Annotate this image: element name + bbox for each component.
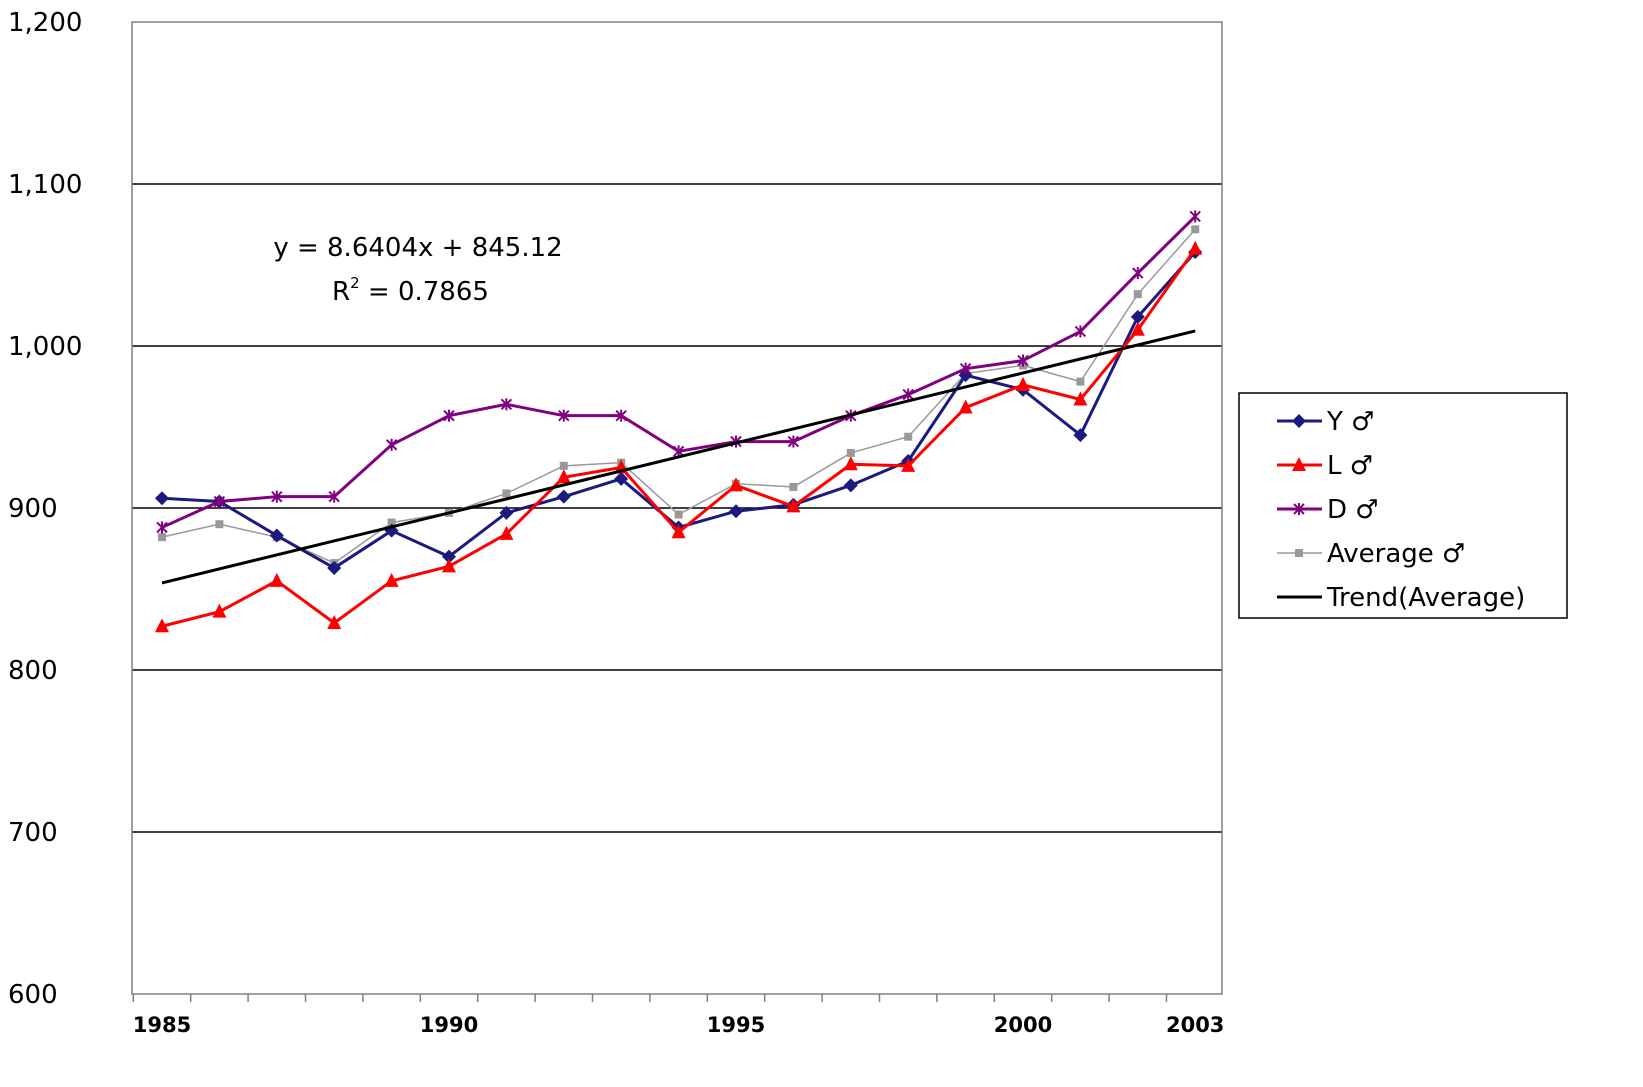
legend-marker [1295,549,1303,557]
data-point [442,549,456,564]
data-point [787,435,800,448]
data-point [1073,391,1088,406]
data-point [729,504,743,519]
data-point [843,478,858,493]
legend-marker [1292,457,1306,471]
legend-item: L ♂ [1277,451,1373,481]
y-tick-label: 1,100 [8,170,82,200]
series-3 [158,225,1200,568]
y-tick-label: 900 [8,494,58,524]
trend-line [161,329,1196,585]
gridlines [132,183,1222,833]
data-point [215,520,224,529]
legend-label: L ♂ [1327,451,1373,481]
data-point [156,521,168,534]
legend-item: Y ♂ [1277,407,1374,437]
legend-item: Trend(Average) [1277,583,1525,613]
data-point [902,388,914,401]
data-point [328,490,340,503]
data-point [559,461,568,470]
data-point [443,409,455,422]
data-point [269,572,284,587]
y-tick-label: 1,000 [8,332,82,362]
data-point [846,448,855,457]
x-tick-label: 2000 [994,1013,1052,1037]
data-point [158,533,166,542]
data-point [674,510,683,519]
y-tick-label: 800 [8,656,58,686]
data-point [558,409,570,422]
x-tick-label: 1990 [420,1013,478,1037]
y-tick-label: 600 [8,980,58,1010]
data-point [212,603,227,618]
x-axis: 1985 1990 1995 2000 2003 [132,994,1224,1037]
data-point [1133,290,1142,299]
data-point [959,362,972,375]
data-point [615,409,627,422]
data-point [499,525,514,540]
data-point [958,399,973,414]
y-axis: 600 700 800 900 1,000 1,100 1,200 [8,8,82,1010]
data-point [500,398,513,411]
series-line [161,215,1197,529]
data-point [271,490,283,503]
data-point [385,438,398,451]
x-tick-label: 1985 [133,1013,191,1037]
legend-label: Trend(Average) [1326,583,1525,613]
x-tick-label: 2003 [1166,1013,1224,1037]
data-point [614,471,629,486]
legend-item: D ♂ [1277,495,1379,525]
series-layer [155,210,1203,633]
plot-area-border [131,21,1223,995]
data-point [327,560,342,575]
data-point [1076,377,1085,386]
data-point [269,528,284,543]
data-point [789,482,798,491]
data-point [786,498,801,513]
legend-label: Y ♂ [1326,407,1374,437]
data-point [1073,428,1088,443]
data-point [327,615,342,630]
legend-marker [1293,503,1305,515]
data-point [155,491,169,506]
data-point [1189,210,1201,223]
data-point [1016,376,1030,391]
series-line [161,247,1197,628]
legend-marker [1292,414,1306,428]
data-point [556,469,571,484]
data-point [384,572,399,587]
data-point [1130,309,1145,324]
data-point [729,477,743,492]
legend-label: Average ♂ [1327,539,1465,569]
legend-item: Average ♂ [1277,539,1465,569]
data-point [213,495,226,508]
data-point [1130,321,1145,336]
legend-box [1238,392,1568,619]
data-point [499,505,514,520]
data-point [502,489,511,498]
y-tick-label: 700 [8,818,58,848]
data-point [1132,267,1144,280]
data-point [843,456,858,471]
data-point [155,618,169,633]
y-tick-label: 1,200 [8,8,82,38]
data-point [556,489,571,504]
data-point [1017,354,1029,367]
data-point [904,432,913,441]
data-point [671,524,686,539]
data-point [901,457,916,472]
trend-equation: y = 8.6404x + 845.12 [273,233,562,263]
x-tick-label: 1995 [707,1013,765,1037]
data-point [1191,225,1200,234]
series-1 [155,240,1203,633]
data-point [1188,240,1203,255]
data-point [387,518,396,527]
data-point [1074,325,1087,338]
legend: Y ♂ L ♂ D ♂ Average ♂ Trend(Average) [1238,392,1568,619]
data-point [442,558,456,573]
legend-label: D ♂ [1327,495,1379,525]
trend-r2: R2 = 0.7865 [332,274,489,307]
trend-annotation: y = 8.6404x + 845.12 R2 = 0.7865 [273,233,562,307]
